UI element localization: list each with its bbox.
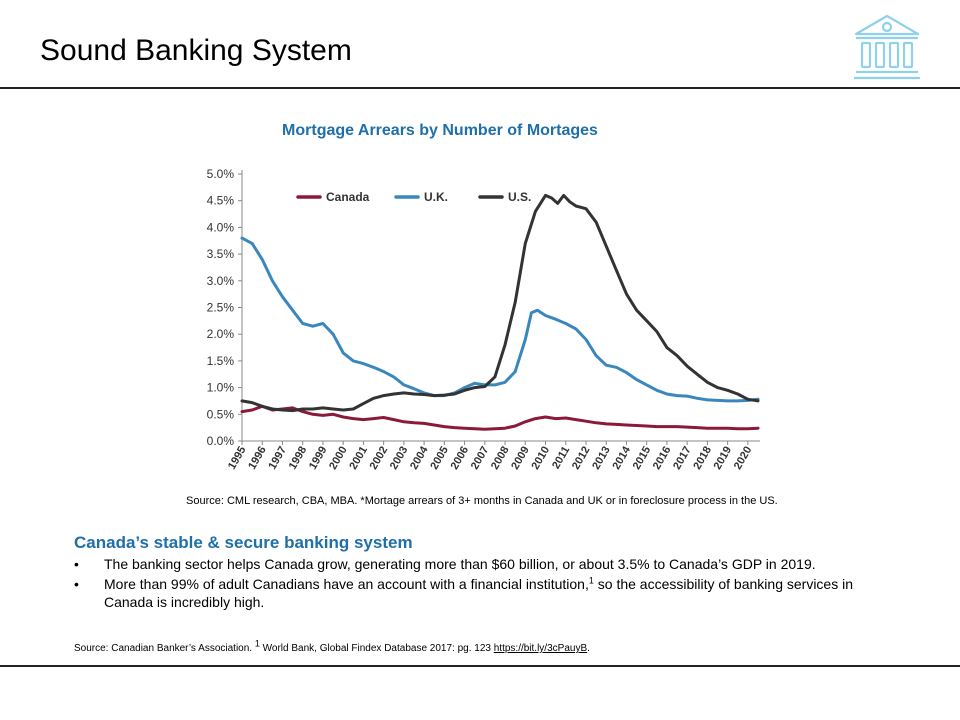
y-tick-label: 1.5%: [207, 354, 235, 368]
bullet-text-part: so the accessibility of banking services…: [104, 576, 853, 610]
x-tick-label: 1996: [246, 445, 269, 472]
chart-source-note: Source: CML research, CBA, MBA. *Mortage…: [186, 495, 778, 507]
bullet-text-part: More than 99% of adult Canadians have an…: [104, 576, 589, 592]
x-tick-label: 2015: [631, 445, 654, 472]
bullet-text: More than 99% of adult Canadians have an…: [104, 576, 853, 610]
y-tick-label: 2.5%: [207, 301, 235, 315]
x-tick-label: 1999: [307, 445, 330, 472]
x-tick-label: 1995: [226, 445, 249, 472]
legend-label: U.K.: [424, 190, 448, 204]
y-tick-label: 5.0%: [207, 167, 235, 181]
bullet-list: • The banking sector helps Canada grow, …: [74, 555, 894, 613]
footer-text: Source: Canadian Banker’s Association.: [74, 643, 255, 654]
bank-building-icon: [854, 14, 920, 80]
x-tick-label: 2020: [732, 445, 755, 472]
y-tick-label: 1.0%: [207, 381, 235, 395]
bullet-item: • More than 99% of adult Canadians have …: [74, 575, 894, 611]
x-tick-label: 2016: [651, 445, 674, 472]
y-tick-label: 0.0%: [207, 434, 235, 448]
series-line-canada: [240, 404, 760, 431]
footer-source: Source: Canadian Banker’s Association. 1…: [74, 639, 590, 654]
x-tick-label: 2011: [550, 445, 572, 472]
x-tick-label: 2008: [489, 445, 512, 472]
y-tick-label: 4.0%: [207, 220, 235, 234]
mortgage-arrears-chart: 0.0% 0.5% 1.0% 1.5% 2.0% 2.5% 3.0% 3.5% 4.0% 4.5%…: [207, 167, 760, 472]
footer-text: .: [587, 643, 590, 654]
bullet-item: • The banking sector helps Canada grow, …: [74, 555, 894, 573]
slide-title: Sound Banking System: [40, 34, 352, 67]
x-tick-label: 1997: [266, 445, 289, 472]
x-tick-label: 2012: [570, 445, 593, 472]
x-tick-label: 2017: [671, 445, 694, 472]
legend-label: Canada: [326, 190, 370, 204]
y-tick-label: 3.5%: [207, 247, 235, 261]
x-tick-label: 2005: [428, 445, 451, 472]
x-tick-label: 1998: [287, 445, 310, 472]
chart-title: Mortgage Arrears by Number of Mortages: [282, 122, 598, 139]
x-tick-label: 2004: [408, 444, 431, 472]
footer-divider: [0, 665, 960, 667]
y-tick-label: 2.0%: [207, 327, 235, 341]
series-line-us: [240, 193, 760, 413]
footnote-marker: 1: [254, 638, 260, 649]
footnote-marker: 1: [588, 575, 594, 586]
bullet-marker: •: [74, 556, 79, 572]
x-tick-label: 2014: [610, 444, 633, 472]
series-line-uk: [240, 236, 760, 403]
legend-label: U.S.: [508, 190, 531, 204]
header-divider: [0, 87, 960, 89]
y-tick-label: 0.5%: [207, 407, 235, 421]
x-tick-label: 2018: [691, 445, 714, 472]
y-tick-label: 4.5%: [207, 194, 235, 208]
x-tick-label: 2007: [469, 445, 492, 472]
x-tick-label: 2006: [449, 445, 472, 472]
y-tick-label: 3.0%: [207, 274, 235, 288]
x-tick-label: 2000: [327, 445, 350, 472]
section-heading: Canada’s stable & secure banking system: [74, 533, 413, 552]
x-tick-label: 2003: [388, 445, 411, 472]
x-tick-label: 2010: [529, 445, 552, 472]
x-tick-label: 2009: [509, 445, 532, 472]
x-tick-label: 2002: [368, 445, 391, 472]
x-tick-label: 2019: [712, 445, 735, 472]
footer-text: World Bank, Global Findex Database 2017:…: [259, 643, 494, 654]
x-tick-label: 2001: [347, 445, 370, 472]
footer-link[interactable]: https://bit.ly/3cPauyB: [493, 643, 588, 654]
bullet-text: The banking sector helps Canada grow, ge…: [104, 556, 816, 572]
bullet-marker: •: [74, 576, 79, 592]
x-tick-label: 2013: [590, 445, 613, 472]
